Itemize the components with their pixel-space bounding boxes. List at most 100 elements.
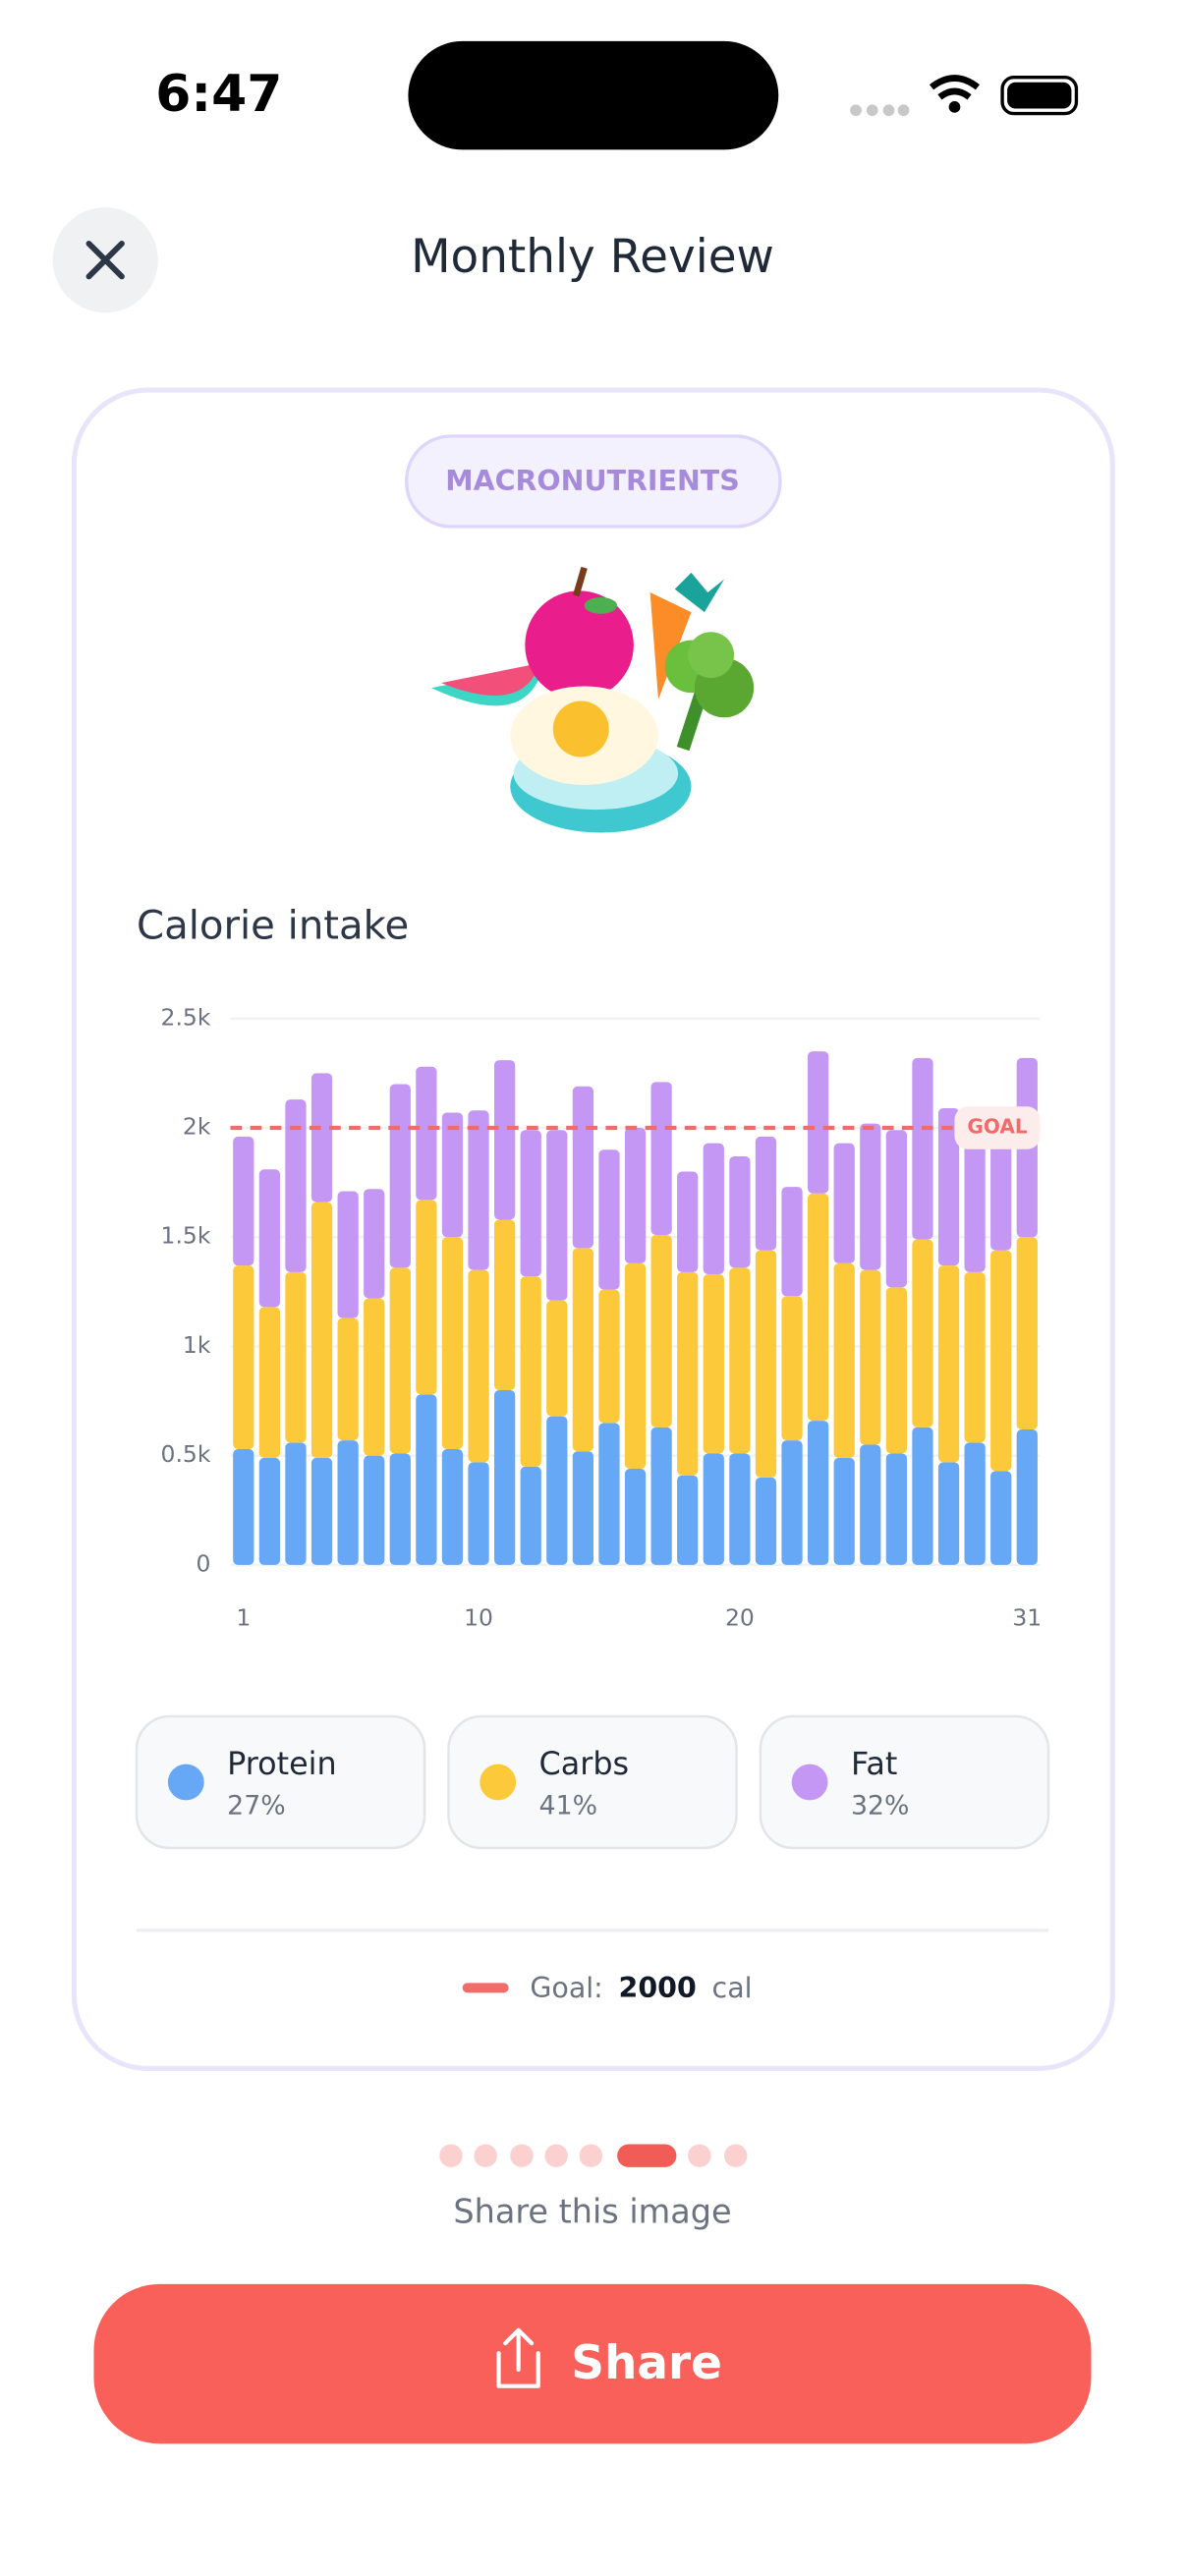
bar-segment [807,1421,829,1565]
bar-segment [572,1086,594,1249]
bar-segment [885,1287,908,1454]
bar-segment [781,1296,803,1441]
battery [1000,76,1079,116]
bar-segment [885,1130,908,1288]
bar-segment [990,1130,1012,1251]
bar-segment [546,1130,568,1301]
legend: Protein 27% Carbs 41% Fat 32% [135,1714,1050,1850]
x-tick-label: 1 [236,1604,251,1632]
chart: 0 0.5k 1k 1.5k 2k 2.5k 1 10 20 31 GOAL [161,1003,1043,1631]
bar-segment [1016,1237,1038,1429]
legend-share: 27% [227,1791,286,1821]
food-illustration [430,566,755,833]
bar-segment [598,1289,620,1424]
bar-segment [937,1108,960,1266]
wifi-dot [948,101,961,113]
bar-segment [441,1449,464,1565]
bar-segment [416,1200,437,1395]
bar-segment [468,1110,489,1270]
wifi-icon [929,75,981,100]
legend-swatch [791,1764,828,1801]
dynamic-island [408,40,779,150]
bar-segment [912,1239,933,1428]
bar-segment [389,1453,411,1565]
y-tick-label: 2k [183,1113,211,1141]
bar-segment [468,1462,489,1565]
bar-segment [885,1453,908,1565]
bar-segment [389,1267,411,1454]
bar-segment [493,1389,516,1565]
bar-segment [598,1423,620,1565]
bar-segment [807,1051,829,1194]
bar-segment [964,1139,986,1272]
bar-segment [364,1298,385,1456]
x-tick-label: 20 [725,1604,755,1632]
bar-segment [755,1250,777,1478]
goal-unit: cal [712,1972,753,2004]
bar-segment [937,1265,960,1463]
bar-segment [416,1394,437,1565]
status-time: 6:47 [155,65,282,124]
bar-segment [650,1235,672,1428]
bar-segment [233,1449,254,1565]
bar-segment [416,1066,437,1201]
battery-level [1007,82,1072,109]
bar-segment [677,1171,699,1272]
share-label: Share [571,2336,722,2390]
bar-segment [285,1271,307,1443]
bar-segment [546,1416,568,1565]
bar-segment [729,1453,751,1565]
bar-segment [964,1271,986,1443]
legend-share: 32% [851,1791,910,1821]
bar-segment [937,1462,960,1565]
bar-segment [990,1250,1012,1472]
bar-segment [546,1300,568,1417]
bar-segment [310,1073,333,1203]
share-button[interactable] [93,2283,1092,2444]
bar-segment [441,1112,464,1238]
bar-segment [337,1317,359,1441]
close-icon [85,240,125,280]
goal-label: GOAL [967,1115,1028,1139]
bar-segment [337,1191,359,1318]
bar-segment [703,1453,724,1565]
bar-segment [258,1457,281,1565]
y-tick-label: 0.5k [161,1440,211,1468]
bar-segment [233,1265,254,1450]
legend-card [447,1714,738,1850]
x-tick-label: 31 [1012,1604,1042,1632]
legend-swatch [480,1764,517,1801]
bar-segment [912,1427,933,1565]
y-tick-label: 0 [196,1549,210,1577]
bar-segment [468,1269,489,1463]
bar-segment [493,1219,516,1390]
bar-segment [572,1248,594,1452]
bar-segment [650,1427,672,1565]
bar-segment [860,1269,881,1445]
bar-segment [258,1169,281,1308]
y-tick-label: 2.5k [161,1003,211,1031]
bar-segment [807,1193,829,1422]
legend-share: 41% [539,1791,598,1821]
chart-title: Calorie intake [137,904,409,949]
bar-segment [729,1267,751,1454]
bar-segment [833,1143,855,1263]
bar-segment [703,1143,724,1275]
bar-segment [285,1099,307,1272]
bar-segment [755,1477,777,1565]
legend-card [135,1714,426,1850]
caption: Share this image [453,2192,731,2230]
bar-segment [598,1149,620,1290]
bar-segment [860,1123,881,1270]
bar-segment [364,1189,385,1299]
bar-segment [650,1082,672,1236]
bar-segment [441,1237,464,1450]
bar-segment [912,1057,933,1240]
bar-segment [755,1136,777,1251]
goal-swatch [462,1983,509,1993]
bar-segment [990,1471,1012,1565]
bar-segment [493,1060,516,1220]
legend-name: Fat [851,1745,897,1782]
bar-segment [520,1276,541,1467]
bar-segment [389,1084,411,1268]
